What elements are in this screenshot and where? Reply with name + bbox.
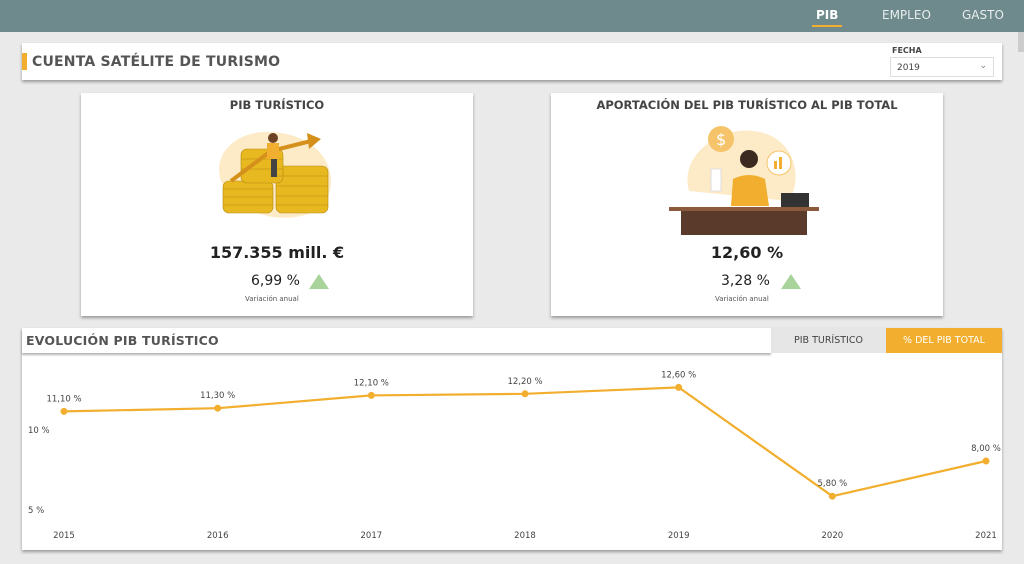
svg-text:$: $ xyxy=(716,130,726,149)
evolution-panel: EVOLUCIÓN PIB TURÍSTICO PIB TURÍSTICO % … xyxy=(22,328,1002,550)
person-at-desk-illustration-icon: $ xyxy=(669,126,819,235)
card-title: PIB TURÍSTICO xyxy=(229,98,325,112)
variation-label: Variación anual xyxy=(715,295,769,303)
aportacion-value: 12,60 % xyxy=(710,243,784,262)
y-tick-label: 10 % xyxy=(28,426,50,436)
data-label: 8,00 % xyxy=(971,444,1001,454)
aportacion-variation: 3,28 % xyxy=(721,273,770,289)
data-point xyxy=(828,492,836,500)
series-line xyxy=(63,386,987,498)
data-point xyxy=(367,391,375,399)
nav-tab-pib[interactable]: PIB xyxy=(811,8,843,27)
x-tick-label: 2018 xyxy=(514,531,536,541)
nav-tab-gasto[interactable]: GASTO xyxy=(962,8,1004,22)
data-point xyxy=(60,407,68,415)
trend-up-icon xyxy=(781,274,801,289)
data-label: 12,10 % xyxy=(354,378,389,388)
card-aportacion: APORTACIÓN DEL PIB TURÍSTICO AL PIB TOTA… xyxy=(551,93,943,316)
data-point xyxy=(521,390,529,398)
toggle-pib-turistico[interactable]: PIB TURÍSTICO xyxy=(771,328,886,353)
chevron-down-icon: ⌄ xyxy=(979,61,987,71)
data-label: 11,30 % xyxy=(200,391,235,401)
x-tick-label: 2015 xyxy=(53,531,75,541)
data-label: 12,60 % xyxy=(661,370,696,380)
fecha-value: 2019 xyxy=(897,63,920,73)
trend-up-icon xyxy=(309,274,329,289)
data-point xyxy=(675,383,683,391)
pib-variation: 6,99 % xyxy=(251,273,300,289)
y-tick-label: 5 % xyxy=(28,506,44,516)
top-nav-bar: PIB EMPLEO GASTO xyxy=(0,0,1024,32)
nav-tab-empleo[interactable]: EMPLEO xyxy=(882,8,931,22)
toggle-pct-pib-total[interactable]: % DEL PIB TOTAL xyxy=(886,328,1002,353)
evolution-header: EVOLUCIÓN PIB TURÍSTICO xyxy=(22,328,771,353)
scrollbar[interactable] xyxy=(1018,32,1024,52)
page-title: CUENTA SATÉLITE DE TURISMO xyxy=(32,54,281,70)
card-pib-turistico: PIB TURÍSTICO 157.355 mill. € 6,99 % Var… xyxy=(81,93,473,316)
header-panel: CUENTA SATÉLITE DE TURISMO FECHA 2019 ⌄ xyxy=(22,43,1002,80)
data-point xyxy=(982,457,990,465)
x-tick-label: 2017 xyxy=(361,531,383,541)
card-title: APORTACIÓN DEL PIB TURÍSTICO AL PIB TOTA… xyxy=(596,98,898,112)
x-tick-label: 2016 xyxy=(207,531,229,541)
pib-value: 157.355 mill. € xyxy=(209,243,345,262)
accent-bar xyxy=(22,53,27,70)
data-point xyxy=(214,404,222,412)
fecha-label: FECHA xyxy=(892,46,922,55)
x-tick-label: 2019 xyxy=(668,531,690,541)
data-label: 12,20 % xyxy=(507,377,542,387)
fecha-dropdown[interactable]: 2019 ⌄ xyxy=(890,57,994,77)
x-tick-label: 2021 xyxy=(975,531,997,541)
data-label: 11,10 % xyxy=(46,394,81,404)
evolution-title: EVOLUCIÓN PIB TURÍSTICO xyxy=(26,333,219,348)
data-label: 5,80 % xyxy=(817,479,847,489)
line-chart: 5 % 10 % 11,10 % 2015 11,30 % 2016 12,10 % 2017… xyxy=(28,370,1001,541)
x-tick-label: 2020 xyxy=(822,531,844,541)
variation-label: Variación anual xyxy=(245,295,299,303)
coins-illustration-icon xyxy=(219,131,331,218)
